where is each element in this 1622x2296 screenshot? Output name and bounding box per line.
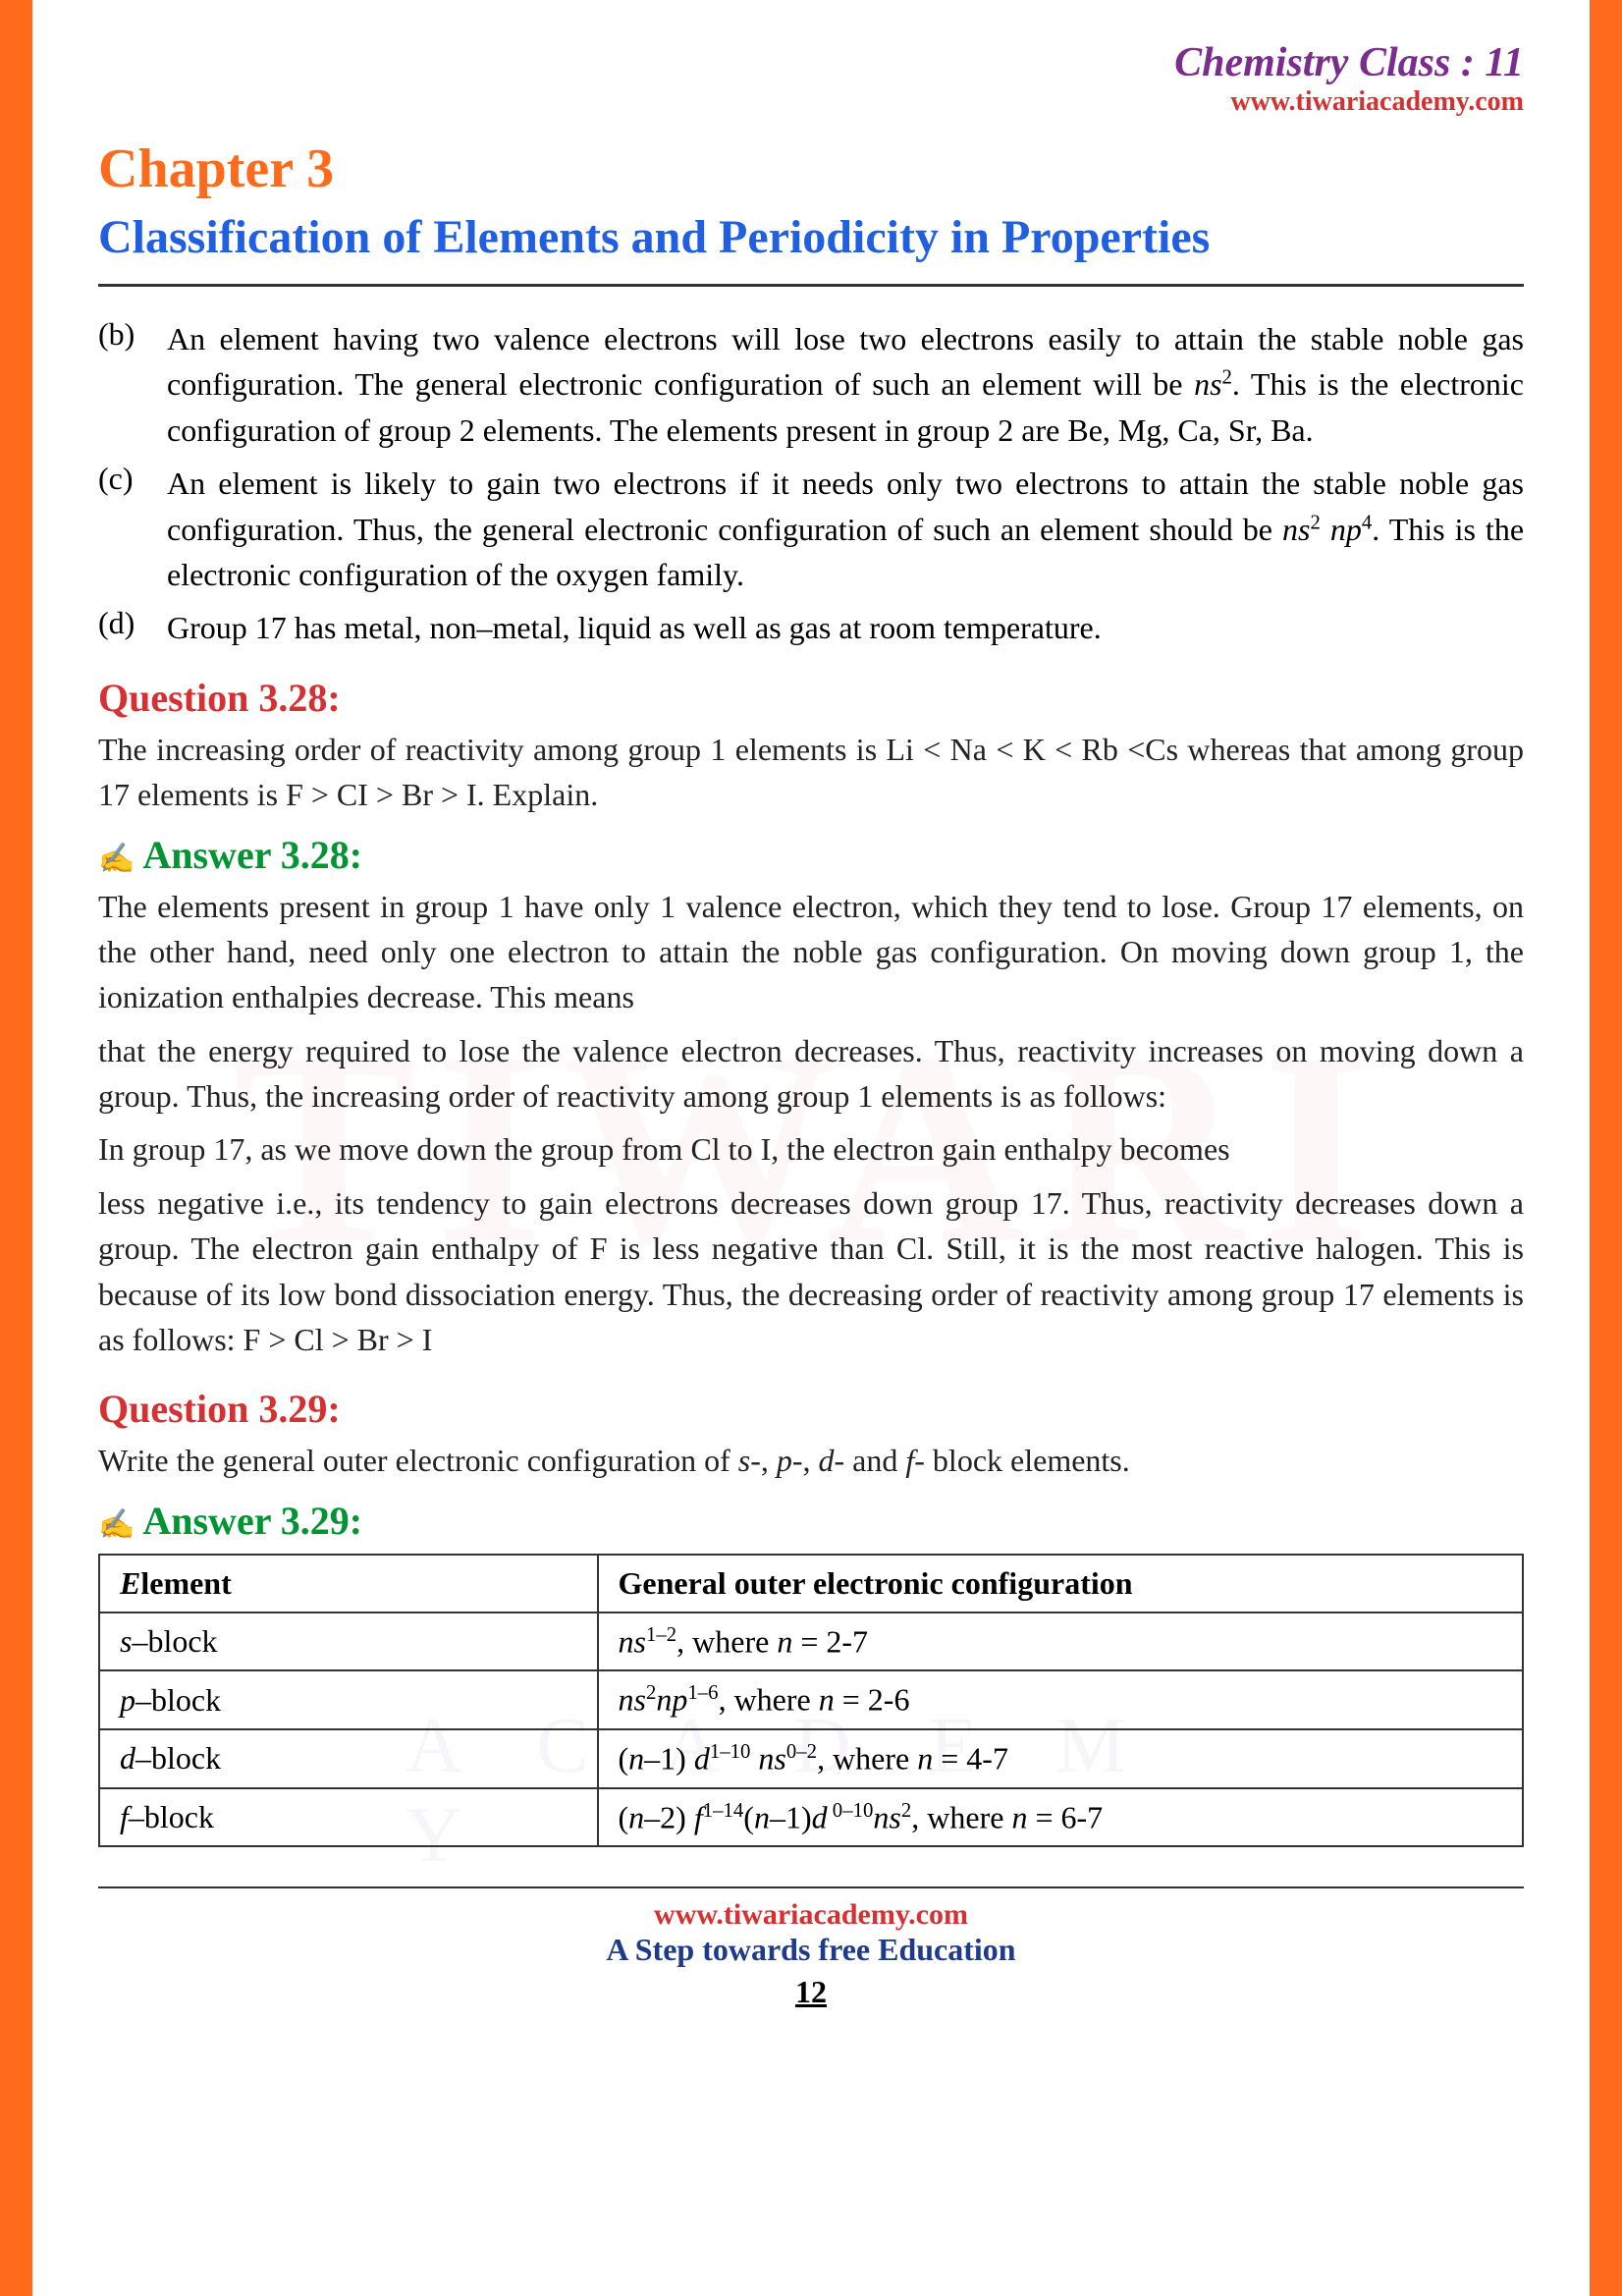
- footer: www.tiwariacademy.com A Step towards fre…: [98, 1886, 1524, 2010]
- answer-item: (d)Group 17 has metal, non–metal, liquid…: [98, 605, 1524, 650]
- page-number: 12: [98, 1974, 1524, 2010]
- answer-328-body: The elements present in group 1 have onl…: [98, 884, 1524, 1363]
- table-row: p–blockns2np1–6, where n = 2-6: [99, 1670, 1523, 1729]
- page-container: Chemistry Class : 11 www.tiwariacademy.c…: [0, 0, 1622, 2069]
- block-cell: d–block: [99, 1729, 598, 1788]
- block-cell: f–block: [99, 1788, 598, 1847]
- answer-item: (b)An element having two valence electro…: [98, 316, 1524, 453]
- item-text: Group 17 has metal, non–metal, liquid as…: [167, 605, 1524, 650]
- config-cell: ns1–2, where n = 2-7: [598, 1613, 1524, 1671]
- answer-329-label: Answer 3.29:: [98, 1498, 1524, 1544]
- table-row: s–blockns1–2, where n = 2-7: [99, 1613, 1523, 1671]
- item-text: An element is likely to gain two electro…: [167, 461, 1524, 597]
- block-cell: s–block: [99, 1613, 598, 1671]
- answer-paragraph: less negative i.e., its tendency to gain…: [98, 1180, 1524, 1363]
- item-text: An element having two valence electrons …: [167, 316, 1524, 453]
- question-329-label: Question 3.29:: [98, 1386, 1524, 1432]
- table-row: d–block(n–1) d1–10 ns0–2, where n = 4-7: [99, 1729, 1523, 1788]
- table-header-element: Element: [99, 1555, 598, 1613]
- table-header-config: General outer electronic configuration: [598, 1555, 1524, 1613]
- config-cell: (n–2) f1–14(n–1)d 0–10ns2, where n = 6-7: [598, 1788, 1524, 1847]
- answer-paragraph: In group 17, as we move down the group f…: [98, 1126, 1524, 1172]
- config-table: Element General outer electronic configu…: [98, 1554, 1524, 1848]
- table-row: f–block(n–2) f1–14(n–1)d 0–10ns2, where …: [99, 1788, 1523, 1847]
- answer-328-label: Answer 3.28:: [98, 832, 1524, 878]
- block-cell: p–block: [99, 1670, 598, 1729]
- prior-answer-items: (b)An element having two valence electro…: [98, 316, 1524, 651]
- question-329-text: Write the general outer electronic confi…: [98, 1438, 1524, 1483]
- config-cell: ns2np1–6, where n = 2-6: [598, 1670, 1524, 1729]
- item-label: (c): [98, 461, 167, 597]
- class-label: Chemistry Class : 11: [98, 39, 1524, 86]
- answer-paragraph: that the energy required to lose the val…: [98, 1028, 1524, 1120]
- header-url: www.tiwariacademy.com: [98, 86, 1524, 118]
- footer-tagline: A Step towards free Education: [98, 1932, 1524, 1968]
- answer-item: (c)An element is likely to gain two elec…: [98, 461, 1524, 597]
- item-label: (b): [98, 316, 167, 453]
- footer-url: www.tiwariacademy.com: [98, 1898, 1524, 1932]
- answer-paragraph: The elements present in group 1 have onl…: [98, 884, 1524, 1020]
- question-328-text: The increasing order of reactivity among…: [98, 727, 1524, 818]
- header-right: Chemistry Class : 11 www.tiwariacademy.c…: [98, 39, 1524, 118]
- config-cell: (n–1) d1–10 ns0–2, where n = 4-7: [598, 1729, 1524, 1788]
- item-label: (d): [98, 605, 167, 650]
- chapter-label: Chapter 3: [98, 137, 1524, 200]
- question-328-label: Question 3.28:: [98, 675, 1524, 721]
- table-body: s–blockns1–2, where n = 2-7p–blockns2np1…: [99, 1613, 1523, 1847]
- table-header-row: Element General outer electronic configu…: [99, 1555, 1523, 1613]
- chapter-title: Classification of Elements and Periodici…: [98, 210, 1524, 287]
